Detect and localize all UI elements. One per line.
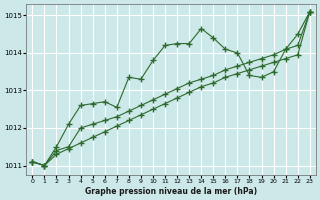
X-axis label: Graphe pression niveau de la mer (hPa): Graphe pression niveau de la mer (hPa) — [85, 187, 257, 196]
